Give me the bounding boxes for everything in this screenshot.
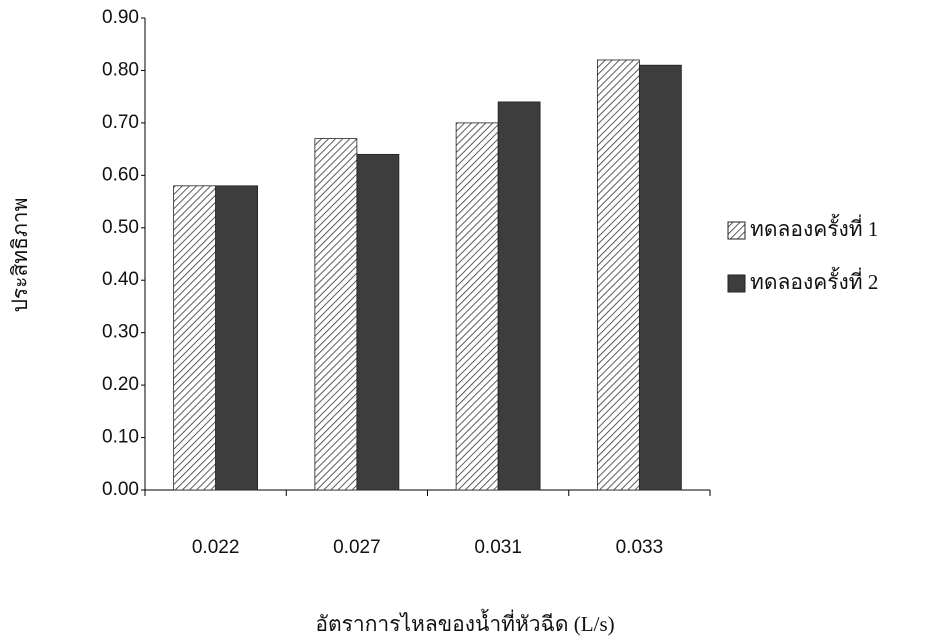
y-tick-label: 0.00 bbox=[102, 479, 139, 500]
legend-label: ทดลองครั้งที่ 1 bbox=[750, 214, 878, 241]
bar bbox=[173, 185, 217, 491]
x-tick-label: 0.027 bbox=[333, 537, 381, 558]
y-tick-label: 0.10 bbox=[102, 427, 139, 448]
x-tick-label: 0.033 bbox=[616, 537, 664, 558]
bar bbox=[314, 138, 358, 491]
y-tick-label: 0.80 bbox=[102, 59, 139, 80]
x-axis-title: อัตราการไหลของน้ำที่หัวฉีด (L/s) bbox=[315, 609, 614, 636]
y-tick-label: 0.50 bbox=[102, 217, 139, 238]
y-tick-label: 0.30 bbox=[102, 322, 139, 343]
y-tick-label: 0.20 bbox=[102, 374, 139, 395]
legend-swatch bbox=[727, 274, 746, 293]
bar bbox=[356, 153, 400, 491]
bar bbox=[455, 122, 499, 491]
y-tick-label: 0.40 bbox=[102, 269, 139, 290]
x-tick-label: 0.031 bbox=[474, 537, 522, 558]
legend-label: ทดลองครั้งที่ 2 bbox=[750, 267, 878, 294]
x-tick-label: 0.022 bbox=[192, 537, 240, 558]
y-tick-label: 0.60 bbox=[102, 164, 139, 185]
y-axis-title: ประสิทธิภาพ bbox=[8, 198, 32, 313]
y-tick-label: 0.90 bbox=[102, 7, 139, 28]
bar bbox=[497, 101, 541, 491]
legend-swatch bbox=[727, 221, 746, 240]
bar bbox=[215, 185, 259, 491]
bar bbox=[596, 59, 640, 491]
y-tick-label: 0.70 bbox=[102, 112, 139, 133]
bar bbox=[638, 64, 682, 491]
